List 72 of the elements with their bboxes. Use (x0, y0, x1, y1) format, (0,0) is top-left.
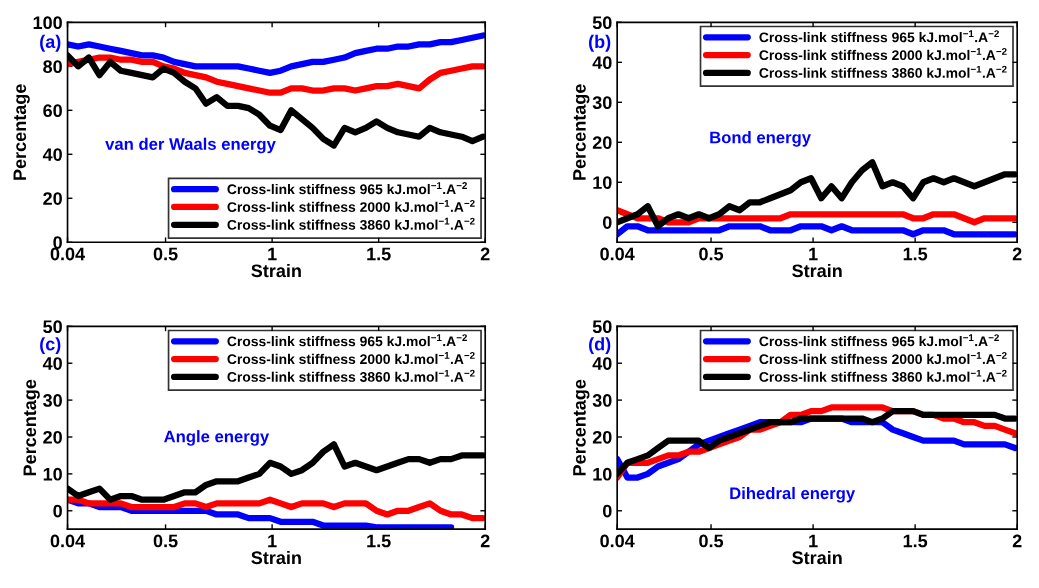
legend-label: Cross-link stiffness 2000 kJ.mol$^{−1}$.A$^{−2}$ (759, 48, 1007, 61)
legend-label: Cross-link stiffness 3860 kJ.mol$^{−1}$.A$^{−2}$ (759, 65, 1007, 78)
x-tick-label: 1 (268, 534, 277, 548)
y-tick-label: 10 (593, 176, 612, 189)
x-tick-label: 1.5 (367, 534, 391, 548)
x-tick-label: 0.5 (699, 247, 724, 261)
text: (b) (589, 34, 611, 52)
y-tick-label: 60 (43, 104, 62, 118)
y-tick-label: 10 (43, 467, 62, 481)
text: (d) (589, 337, 611, 355)
x-tick-label: 1 (809, 534, 818, 548)
y-tick-label: 40 (42, 148, 62, 162)
y-tick-label: 80 (43, 60, 62, 74)
y-axis-title: Percentage (23, 379, 40, 476)
y-tick-label: 30 (592, 394, 612, 407)
y-axis-title: Percentage (13, 84, 30, 180)
x-tick-label: 2 (480, 247, 490, 261)
legend-label: Cross-link stiffness 965 kJ.mol$^{−1}$.A$^{−2}$ (759, 334, 999, 347)
text: (c) (40, 337, 61, 355)
x-tick-label: 1 (809, 247, 818, 261)
y-tick-label: 30 (592, 96, 612, 110)
text: (a) (40, 34, 61, 52)
y-tick-label: 50 (592, 320, 612, 334)
x-tick-label: 2 (1012, 247, 1022, 261)
x-axis-title: Strain (251, 263, 301, 278)
legend-label: Cross-link stiffness 965 kJ.mol$^{−1}$.A$^{−2}$ (227, 334, 467, 347)
y-tick-label: 20 (43, 430, 62, 444)
annotation: Angle energy (164, 430, 270, 446)
y-tick-label: 40 (42, 357, 62, 370)
legend-label: Cross-link stiffness 2000 kJ.mol$^{−1}$.A$^{−2}$ (759, 351, 1007, 365)
x-tick-label: 0.04 (50, 534, 86, 548)
legend-label: Cross-link stiffness 3860 kJ.mol$^{−1}$.A$^{−2}$ (227, 217, 475, 230)
x-axis-title: Strain (792, 263, 842, 278)
x-axis-title: Strain (251, 550, 301, 565)
x-tick-label: 1.5 (367, 247, 391, 261)
x-tick-label: 1 (268, 247, 277, 261)
y-tick-label: 20 (592, 430, 612, 444)
x-tick-label: 0.04 (600, 534, 635, 548)
x-tick-label: 1.5 (903, 247, 928, 261)
y-tick-label: 40 (592, 56, 612, 70)
legend-label: Cross-link stiffness 2000 kJ.mol$^{−1}$.A$^{−2}$ (227, 199, 475, 212)
legend-label: Cross-link stiffness 3860 kJ.mol$^{−1}$.A$^{−2}$ (227, 369, 475, 382)
x-axis-title: Strain (792, 550, 842, 565)
y-tick-label: 0 (53, 236, 62, 249)
legend-label: Cross-link stiffness 965 kJ.mol$^{−1}$.A$^{−2}$ (227, 182, 467, 195)
y-tick-label: 50 (43, 320, 62, 334)
y-tick-label: 100 (33, 16, 62, 30)
x-tick-label: 0.04 (600, 247, 635, 261)
legend-label: Cross-link stiffness 2000 kJ.mol$^{−1}$.A$^{−2}$ (227, 351, 475, 365)
x-tick-label: 0.5 (153, 247, 178, 261)
x-tick-label: 2 (1012, 534, 1022, 548)
y-tick-label: 0 (602, 504, 612, 518)
y-tick-label: 30 (43, 394, 62, 407)
y-tick-label: 40 (592, 357, 612, 370)
legend-label: Cross-link stiffness 965 kJ.mol$^{−1}$.A$^{−2}$ (759, 30, 999, 43)
y-tick-label: 50 (592, 16, 612, 30)
y-tick-label: 10 (593, 467, 612, 481)
x-tick-label: 0.04 (50, 247, 86, 261)
x-tick-label: 2 (480, 534, 490, 548)
annotation: Bond energy (710, 131, 811, 147)
annotation: Dihedral energy (730, 486, 856, 503)
y-axis-title: Percentage (573, 379, 590, 476)
annotation: van der Waals energy (105, 137, 276, 154)
x-tick-label: 1.5 (903, 534, 928, 548)
x-tick-label: 0.5 (699, 534, 724, 548)
y-axis-title: Percentage (573, 84, 590, 180)
y-tick-label: 0 (602, 216, 612, 229)
y-tick-label: 0 (53, 504, 62, 518)
y-tick-label: 20 (592, 136, 612, 150)
x-tick-label: 0.5 (153, 534, 178, 548)
legend-label: Cross-link stiffness 3860 kJ.mol$^{−1}$.A$^{−2}$ (759, 369, 1007, 382)
y-tick-label: 20 (43, 192, 62, 205)
